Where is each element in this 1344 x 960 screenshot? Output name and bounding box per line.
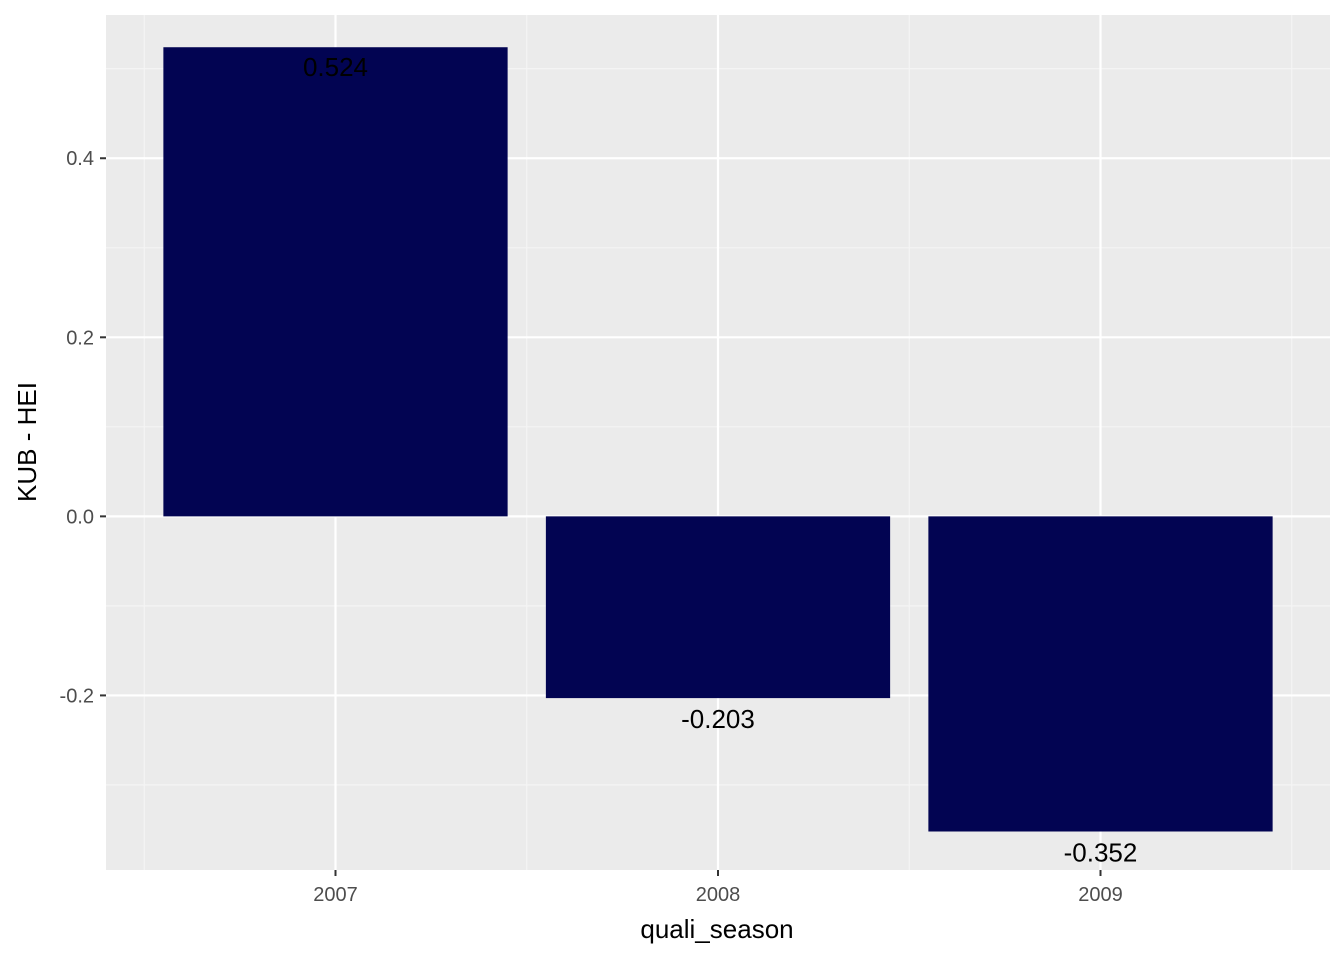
bar-2007: [163, 47, 508, 517]
y-tick-label: 0.0: [66, 506, 94, 528]
y-axis: -0.2 0.0 0.2 0.4: [60, 148, 106, 707]
y-tick-label: 0.4: [66, 148, 94, 170]
y-axis-title: KUB - HEI: [12, 382, 42, 502]
x-axis: 2007 2008 2009: [313, 870, 1123, 906]
x-tick-label: 2008: [696, 884, 741, 906]
y-tick-label: -0.2: [60, 685, 94, 707]
bar-value-label: -0.203: [681, 704, 755, 734]
bars-layer: [163, 47, 1273, 832]
x-axis-title: quali_season: [640, 914, 793, 944]
x-tick-label: 2009: [1078, 884, 1123, 906]
bar-value-label: 0.524: [303, 52, 368, 82]
bar-2008: [545, 516, 891, 699]
x-tick-label: 2007: [313, 884, 358, 906]
y-tick-label: 0.2: [66, 327, 94, 349]
bar-value-label: -0.352: [1064, 838, 1138, 868]
bar-labels-layer: 0.524 -0.203 -0.352: [303, 52, 1137, 867]
bar-2009: [928, 516, 1273, 832]
